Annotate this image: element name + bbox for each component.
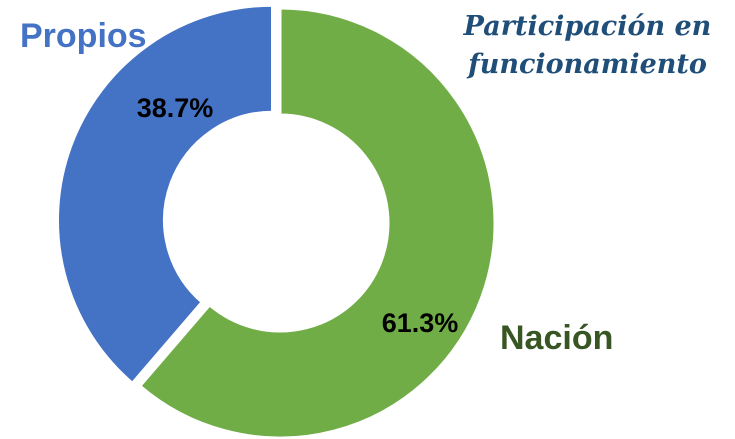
donut-segment [56, 3, 274, 386]
chart-title: Participación en funcionamiento [463, 11, 712, 80]
value-label: 38.7% [137, 93, 214, 123]
donut-segment [137, 6, 497, 439]
category-label: Propios [20, 17, 147, 55]
category-label: Nación [500, 319, 613, 357]
value-label: 61.3% [382, 308, 459, 338]
